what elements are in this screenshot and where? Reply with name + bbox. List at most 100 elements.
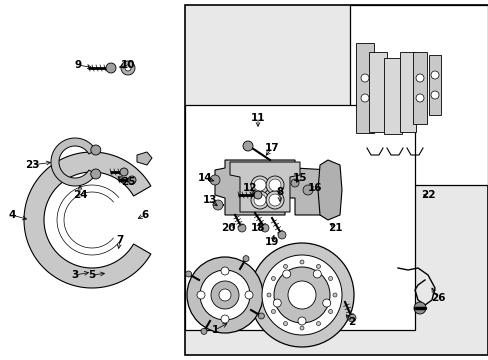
Circle shape — [244, 291, 252, 299]
Circle shape — [297, 317, 305, 325]
Circle shape — [332, 293, 336, 297]
Circle shape — [91, 145, 101, 155]
Text: 23: 23 — [25, 160, 39, 170]
Text: 7: 7 — [116, 235, 123, 245]
Circle shape — [201, 328, 206, 334]
Circle shape — [299, 326, 304, 330]
Text: 17: 17 — [264, 143, 279, 153]
Circle shape — [243, 141, 252, 151]
Circle shape — [262, 255, 341, 335]
Circle shape — [287, 281, 315, 309]
Polygon shape — [24, 152, 151, 288]
Polygon shape — [399, 52, 415, 132]
Circle shape — [273, 299, 281, 307]
Text: 15: 15 — [292, 173, 306, 183]
Circle shape — [273, 267, 329, 323]
Polygon shape — [229, 162, 299, 212]
Circle shape — [221, 315, 228, 323]
Circle shape — [258, 313, 264, 319]
Circle shape — [316, 321, 320, 325]
Circle shape — [360, 74, 368, 82]
Polygon shape — [317, 160, 341, 220]
Text: 8: 8 — [276, 187, 283, 197]
Text: 21: 21 — [327, 223, 342, 233]
Circle shape — [430, 71, 438, 79]
Circle shape — [106, 63, 116, 73]
Circle shape — [322, 299, 330, 307]
Circle shape — [415, 94, 423, 102]
Text: 10: 10 — [121, 60, 135, 70]
Bar — [349, 5, 487, 185]
Circle shape — [347, 314, 355, 322]
Text: 26: 26 — [430, 293, 445, 303]
Polygon shape — [368, 52, 386, 132]
Circle shape — [209, 175, 220, 185]
Circle shape — [125, 65, 131, 71]
Circle shape — [213, 200, 223, 210]
Text: 6: 6 — [141, 210, 148, 220]
Circle shape — [200, 270, 249, 320]
Polygon shape — [412, 52, 426, 124]
Circle shape — [328, 310, 332, 314]
Circle shape — [271, 310, 275, 314]
Polygon shape — [355, 43, 373, 133]
Circle shape — [250, 176, 268, 194]
Circle shape — [278, 231, 285, 239]
Text: 5: 5 — [88, 270, 96, 280]
Polygon shape — [383, 58, 401, 134]
Circle shape — [186, 257, 263, 333]
Text: 16: 16 — [307, 183, 322, 193]
Circle shape — [250, 191, 268, 209]
Text: 12: 12 — [242, 183, 257, 193]
Text: 1: 1 — [211, 325, 218, 335]
Polygon shape — [215, 160, 329, 215]
Text: 24: 24 — [73, 190, 87, 200]
Bar — [184, 105, 414, 330]
Polygon shape — [51, 138, 96, 186]
Circle shape — [299, 260, 304, 264]
Circle shape — [261, 224, 268, 232]
Text: 22: 22 — [420, 190, 434, 200]
Circle shape — [243, 256, 248, 262]
Circle shape — [121, 61, 135, 75]
Circle shape — [415, 74, 423, 82]
Text: 25: 25 — [121, 177, 135, 187]
Text: 2: 2 — [347, 317, 355, 327]
Text: 14: 14 — [197, 173, 212, 183]
Text: 20: 20 — [220, 223, 235, 233]
Text: 18: 18 — [250, 223, 264, 233]
Circle shape — [265, 191, 284, 209]
Circle shape — [249, 243, 353, 347]
Circle shape — [253, 194, 265, 206]
Circle shape — [283, 321, 287, 325]
Text: 3: 3 — [71, 270, 79, 280]
Text: 4: 4 — [8, 210, 16, 220]
Circle shape — [283, 265, 287, 269]
Circle shape — [221, 267, 228, 275]
Circle shape — [197, 291, 204, 299]
Circle shape — [271, 276, 275, 280]
Circle shape — [210, 281, 239, 309]
Circle shape — [128, 176, 136, 184]
Circle shape — [185, 271, 191, 277]
Circle shape — [238, 224, 245, 232]
Circle shape — [413, 302, 425, 314]
Circle shape — [328, 276, 332, 280]
Circle shape — [268, 194, 281, 206]
Circle shape — [290, 179, 298, 187]
Circle shape — [253, 179, 265, 191]
Text: 19: 19 — [264, 237, 279, 247]
Circle shape — [282, 270, 290, 278]
Circle shape — [266, 293, 270, 297]
Circle shape — [91, 169, 101, 179]
Polygon shape — [137, 152, 152, 165]
Circle shape — [360, 94, 368, 102]
Circle shape — [313, 270, 321, 278]
Text: 11: 11 — [250, 113, 264, 123]
Circle shape — [219, 289, 230, 301]
Text: 13: 13 — [203, 195, 217, 205]
Circle shape — [253, 191, 262, 199]
Text: 9: 9 — [74, 60, 81, 70]
Circle shape — [303, 185, 312, 195]
Circle shape — [268, 179, 281, 191]
